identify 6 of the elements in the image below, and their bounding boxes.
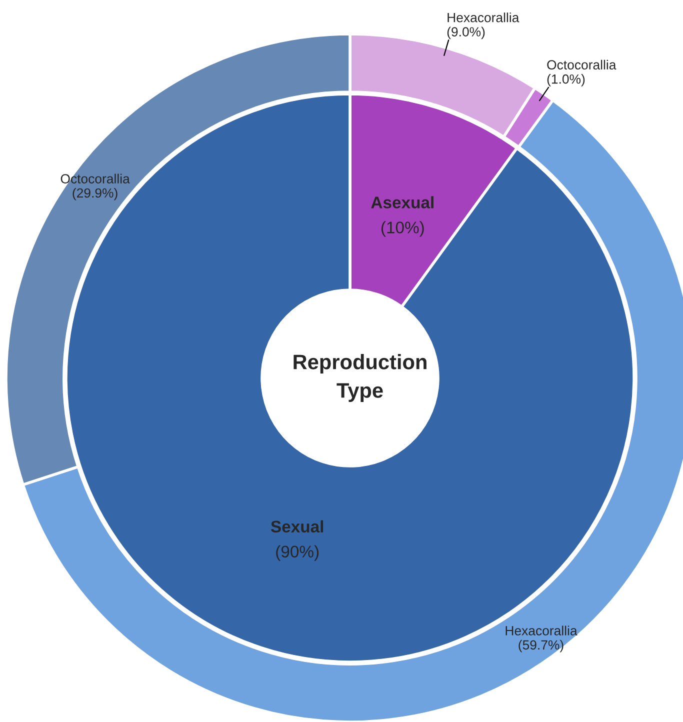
data-label: Hexacorallia (9.0%) bbox=[447, 12, 520, 40]
data-label: Hexacorallia (59.7%) bbox=[506, 626, 578, 652]
data-label: Sexual (90%) bbox=[270, 520, 324, 561]
data-label: Asexual (10%) bbox=[371, 196, 434, 237]
data-label: Octocorallia (1.0%) bbox=[547, 60, 616, 86]
text: Reproduction Type bbox=[294, 354, 426, 402]
